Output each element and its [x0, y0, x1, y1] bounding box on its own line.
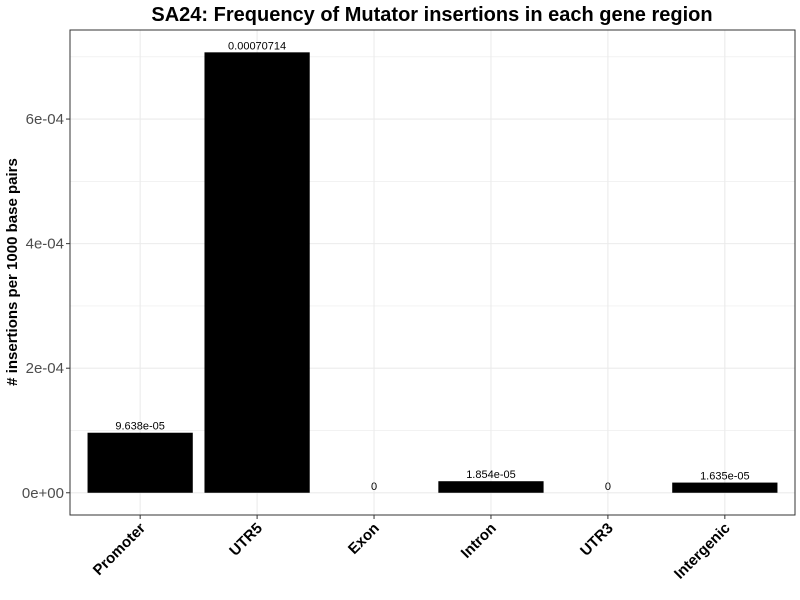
y-tick-label: 0e+00	[22, 485, 64, 502]
bar-utr5	[204, 52, 310, 493]
x-tick-label-utr3: UTR3	[577, 520, 617, 560]
x-tick-label-utr5: UTR5	[226, 520, 266, 560]
data-label-utr5: 0.00070714	[228, 40, 286, 52]
y-axis-ticks: 0e+00 2e-04 4e-04 6e-04	[22, 111, 70, 502]
data-labels: 9.638e-05 0.00070714 0 1.854e-05 0 1.635e-05	[115, 40, 749, 492]
bar-intron	[438, 481, 544, 493]
gridlines	[70, 30, 795, 515]
y-axis-label: # insertions per 1000 base pairs	[4, 158, 21, 386]
x-axis-ticks: Promoter UTR5 Exon Intron UTR3 Intergenic	[90, 515, 734, 583]
x-tick-label-intron: Intron	[458, 520, 500, 562]
x-tick-label-exon: Exon	[345, 520, 383, 558]
data-label-promoter: 9.638e-05	[115, 421, 165, 433]
y-tick-label: 2e-04	[26, 360, 64, 377]
data-label-utr3: 0	[605, 481, 611, 493]
data-label-intergenic: 1.635e-05	[700, 471, 750, 483]
bars	[87, 52, 778, 493]
bar-promoter	[87, 432, 193, 493]
data-label-exon: 0	[371, 481, 377, 493]
bar-intergenic	[672, 482, 778, 493]
x-tick-label-promoter: Promoter	[90, 520, 149, 579]
data-label-intron: 1.854e-05	[466, 469, 516, 481]
y-tick-label: 6e-04	[26, 111, 64, 128]
chart-title: SA24: Frequency of Mutator insertions in…	[151, 4, 712, 26]
x-tick-label-intergenic: Intergenic	[671, 520, 734, 583]
panel-border	[69, 29, 796, 516]
y-tick-label: 4e-04	[26, 236, 64, 253]
